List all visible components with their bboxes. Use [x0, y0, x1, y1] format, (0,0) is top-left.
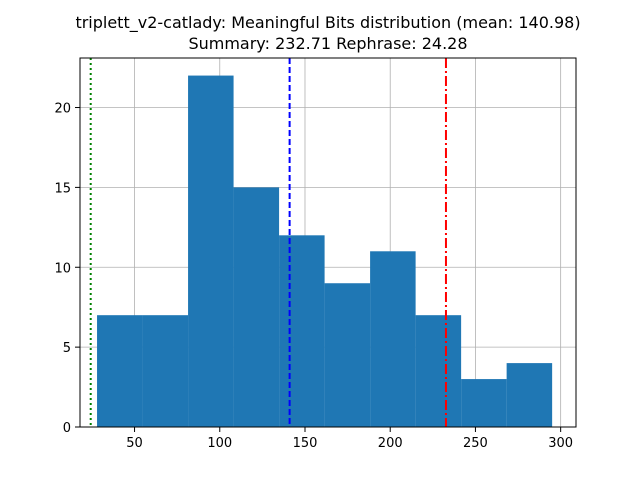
chart-title-line-2: Summary: 232.71 Rephrase: 24.28 [188, 34, 467, 53]
histogram-bar-3 [188, 75, 234, 428]
reference-lines [89, 58, 447, 427]
x-tick-label: 100 [207, 436, 232, 451]
x-tick-label: 50 [126, 436, 143, 451]
axes-frame [79, 57, 577, 428]
x-axis-ticks: 50 100 150 200 250 300 [126, 427, 573, 451]
y-tick-label: 15 [54, 181, 71, 196]
x-tick-label: 300 [548, 436, 573, 451]
x-tick-label: 150 [293, 436, 318, 451]
histogram-bar-8 [415, 315, 462, 427]
histogram-bar-5 [279, 235, 325, 427]
chart-title-line-1: triplett_v2-catlady: Meaningful Bits dis… [75, 13, 580, 33]
histogram-bars [97, 75, 553, 428]
y-tick-label: 5 [63, 341, 71, 356]
histogram-bar-1 [97, 315, 143, 427]
histogram-bar-10 [506, 363, 553, 427]
y-tick-label: 20 [54, 102, 71, 117]
y-tick-label: 0 [63, 421, 71, 436]
x-tick-label: 200 [378, 436, 403, 451]
histogram-bar-6 [324, 283, 371, 427]
histogram-bar-4 [233, 187, 280, 427]
histogram-bar-7 [370, 251, 416, 427]
histogram-bar-9 [461, 379, 507, 427]
x-tick-label: 250 [463, 436, 488, 451]
y-axis-ticks: 0 5 10 15 20 [54, 102, 80, 436]
histogram-bar-2 [142, 315, 189, 427]
y-tick-label: 10 [54, 261, 71, 276]
